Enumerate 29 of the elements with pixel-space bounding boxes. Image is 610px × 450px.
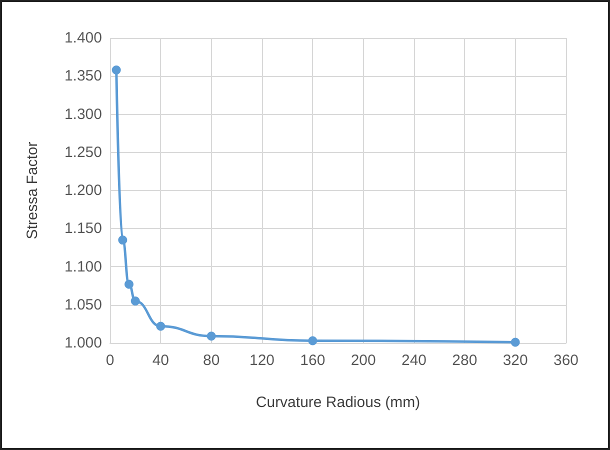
x-tick-label: 40 bbox=[152, 352, 170, 369]
point bbox=[510, 338, 520, 347]
x-tick-label: 200 bbox=[350, 352, 376, 369]
x-tick-label: 0 bbox=[106, 352, 114, 369]
y-tick-label: 1.000 bbox=[64, 334, 102, 352]
y-axis-title: Stressa Factor bbox=[24, 142, 41, 240]
x-tick-label: 120 bbox=[249, 352, 275, 369]
point bbox=[130, 296, 140, 306]
point bbox=[124, 280, 134, 289]
y-tick-label: 1.150 bbox=[64, 220, 102, 238]
y-tick-label: 1.050 bbox=[64, 296, 102, 314]
y-tick-label: 1.250 bbox=[64, 144, 102, 161]
point bbox=[112, 66, 121, 75]
x-tick-label: 80 bbox=[202, 352, 220, 369]
x-tick-label: 280 bbox=[452, 352, 478, 369]
y-tick-label: 1.300 bbox=[64, 106, 102, 123]
x-tick-label: 320 bbox=[502, 352, 528, 369]
y-tick-label: 1.400 bbox=[64, 30, 102, 46]
x-tick-label: 360 bbox=[553, 352, 579, 369]
point bbox=[118, 236, 128, 245]
x-tick-label: 240 bbox=[401, 352, 427, 369]
point bbox=[308, 336, 318, 346]
y-tick-label: 1.350 bbox=[64, 68, 102, 85]
y-tick-label: 1.100 bbox=[64, 258, 102, 276]
point bbox=[206, 332, 216, 341]
x-axis-title: Curvature Radious (mm) bbox=[256, 394, 420, 411]
y-tick-label: 1.200 bbox=[64, 182, 102, 199]
point bbox=[156, 322, 166, 331]
x-tick-label: 160 bbox=[300, 352, 326, 369]
